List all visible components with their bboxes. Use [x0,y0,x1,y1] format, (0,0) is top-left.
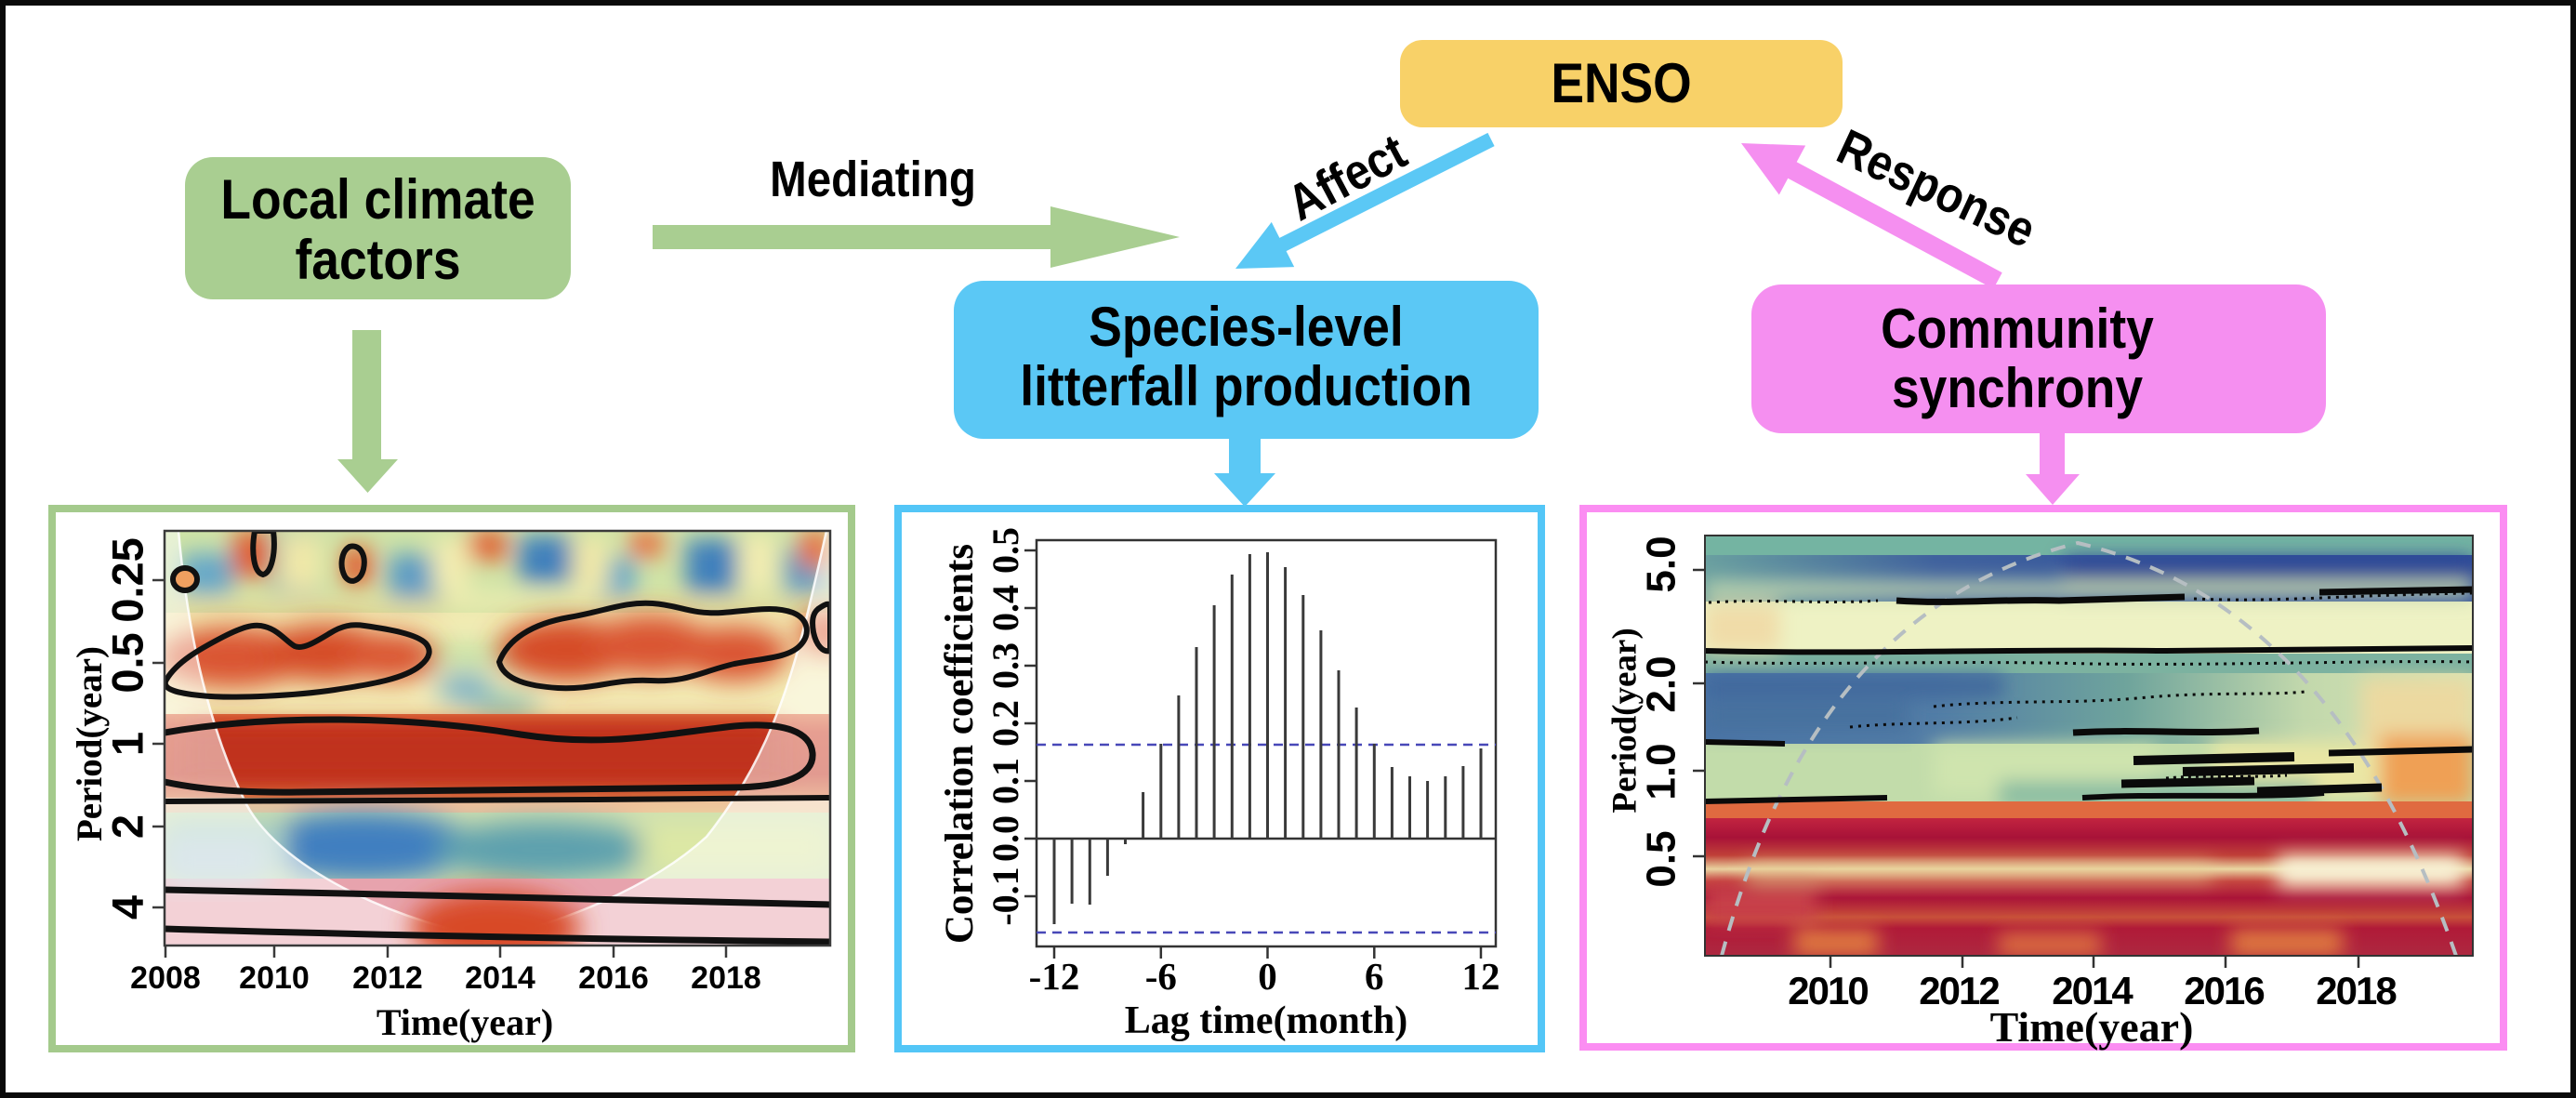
svg-text:-12: -12 [1029,955,1080,998]
svg-text:4: 4 [102,895,152,919]
svg-text:0: 0 [1258,955,1277,998]
svg-text:0.3: 0.3 [984,642,1026,689]
svg-text:2014: 2014 [465,960,535,996]
svg-text:0.5: 0.5 [984,527,1026,574]
svg-text:Correlation coefficients: Correlation coefficients [938,544,982,944]
svg-text:0.4: 0.4 [984,585,1026,631]
svg-text:2010: 2010 [1788,969,1868,1012]
svg-text:1: 1 [102,732,152,756]
svg-text:Period(year): Period(year) [70,646,110,841]
svg-text:-6: -6 [1145,955,1177,998]
svg-text:Time(year): Time(year) [1990,1003,2194,1051]
svg-text:0.0: 0.0 [984,815,1026,862]
svg-text:2016: 2016 [2184,969,2264,1012]
svg-text:0.1: 0.1 [984,758,1026,804]
svg-text:2012: 2012 [1919,969,1999,1012]
svg-text:2012: 2012 [352,960,423,996]
svg-text:Lag time(month): Lag time(month) [1125,999,1407,1042]
svg-text:Time(year): Time(year) [376,1001,553,1043]
svg-text:2018: 2018 [2316,969,2397,1012]
svg-text:-0.1: -0.1 [984,866,1026,925]
svg-text:0.25: 0.25 [102,537,152,622]
svg-text:1.0: 1.0 [1639,743,1684,800]
svg-text:0.5: 0.5 [102,632,152,693]
svg-text:2.0: 2.0 [1639,655,1684,712]
svg-text:2018: 2018 [691,960,761,996]
svg-text:12: 12 [1462,955,1500,998]
svg-text:2008: 2008 [130,960,201,996]
svg-text:2010: 2010 [239,960,310,996]
svg-text:6: 6 [1365,955,1384,998]
svg-text:Period(year): Period(year) [1605,628,1644,813]
svg-text:5.0: 5.0 [1639,536,1684,592]
svg-text:2014: 2014 [2052,969,2133,1012]
svg-text:0.5: 0.5 [1639,830,1684,887]
svg-text:2016: 2016 [578,960,649,996]
svg-text:2: 2 [102,814,152,839]
svg-text:0.2: 0.2 [984,700,1026,747]
